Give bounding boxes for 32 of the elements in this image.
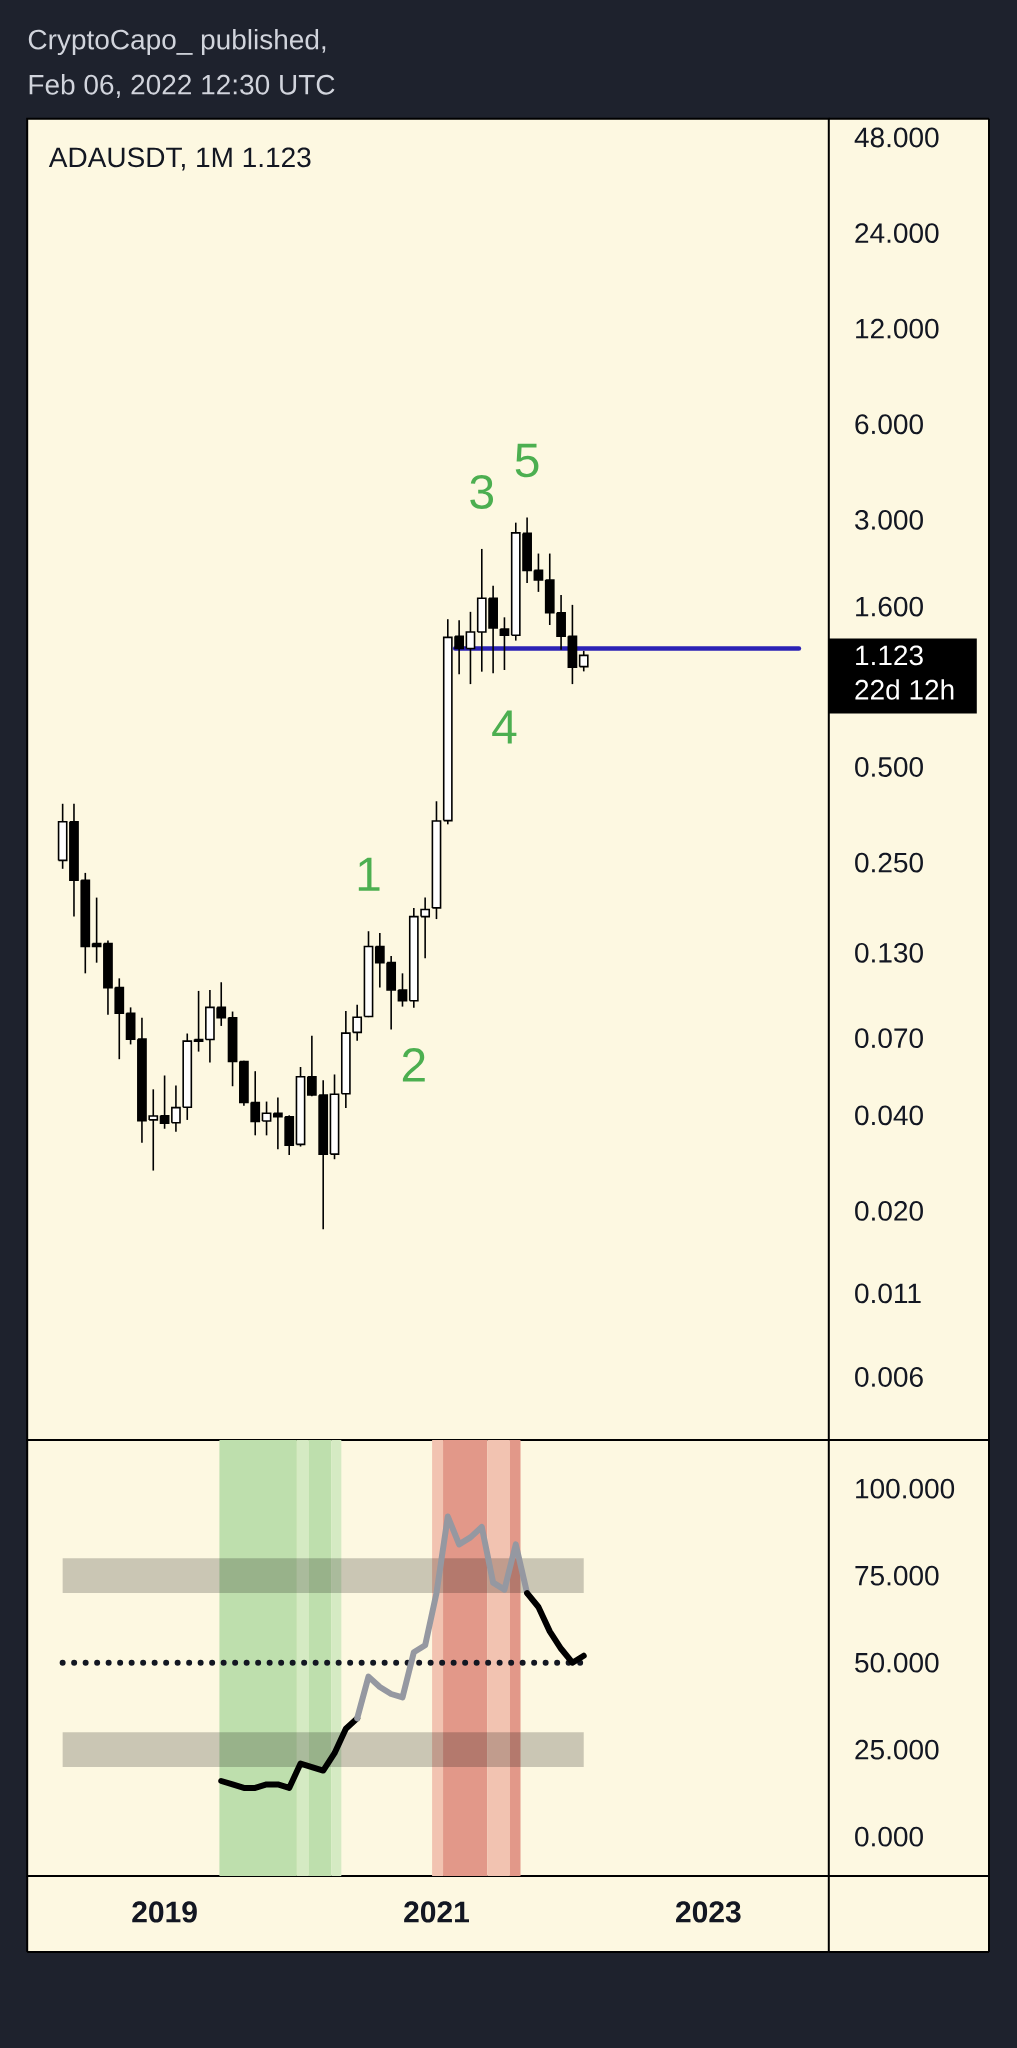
y-tick-label: 75.000 bbox=[855, 1565, 939, 1586]
x-tick-label: 2021 bbox=[404, 1901, 469, 1923]
x-tick-label: 2023 bbox=[676, 1901, 741, 1923]
annotation: 5 bbox=[515, 443, 539, 478]
text: ADAUSDT, 1M 1.123 bbox=[48, 147, 311, 171]
y-tick-label: 0.000 bbox=[855, 1826, 923, 1847]
x-tick-label: 2019 bbox=[132, 1901, 197, 1923]
y-tick-label: 0.006 bbox=[855, 1367, 923, 1387]
y-tick-label: 0.250 bbox=[855, 852, 923, 873]
y-tick-label: 12.000 bbox=[856, 318, 939, 339]
y-tick-label: 0.130 bbox=[855, 942, 923, 963]
y-tick-label: 25.000 bbox=[855, 1739, 939, 1760]
y-tick-label: 0.020 bbox=[855, 1201, 923, 1221]
y-tick-label: 3.000 bbox=[855, 509, 923, 530]
y-tick-label: 24.000 bbox=[855, 223, 939, 243]
annotation: 2 bbox=[402, 1048, 425, 1082]
text: CryptoCapo_ published, bbox=[28, 28, 326, 56]
y-tick-label: 1.600 bbox=[856, 596, 923, 617]
y-tick-label: 6.000 bbox=[855, 414, 923, 435]
annotation: 3 bbox=[470, 474, 494, 509]
y-tick-label: 0.500 bbox=[855, 757, 923, 777]
y-tick-label: 0.011 bbox=[855, 1283, 921, 1304]
y-tick-label: 50.000 bbox=[855, 1652, 939, 1673]
text: 22d 12h bbox=[855, 679, 954, 700]
text: 1.123 bbox=[856, 645, 923, 666]
y-tick-label: 0.040 bbox=[855, 1105, 923, 1126]
y-tick-label: 100.000 bbox=[856, 1478, 955, 1499]
y-tick-label: 0.070 bbox=[855, 1028, 923, 1049]
annotation: 4 bbox=[492, 710, 517, 744]
annotation: 1 bbox=[358, 857, 380, 891]
y-tick-label: 48.000 bbox=[854, 127, 939, 148]
text: Feb 06, 2022 12:30 UTC bbox=[29, 74, 335, 98]
